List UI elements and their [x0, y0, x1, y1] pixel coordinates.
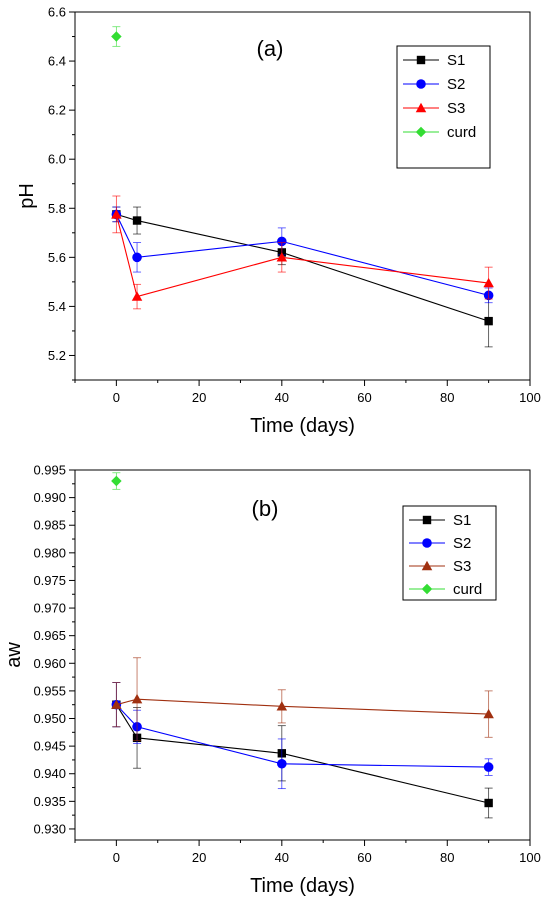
- x-tick-label: 60: [357, 390, 371, 405]
- x-tick-label: 40: [275, 850, 289, 865]
- y-tick-label: 5.8: [48, 201, 66, 216]
- data-point: [484, 798, 493, 808]
- y-tick-label: 0.960: [33, 656, 66, 671]
- legend-label: curd: [453, 581, 482, 598]
- data-point: [277, 758, 287, 769]
- legend-label: S1: [447, 52, 465, 69]
- legend-label: S3: [447, 100, 465, 117]
- series-s3: [111, 195, 494, 310]
- data-point: [131, 291, 143, 301]
- data-point: [276, 701, 288, 711]
- legend-marker: [421, 583, 433, 595]
- data-point: [277, 236, 287, 247]
- panel-a: 0 20 40 60 80 100 5.2 5.4 5.6 5.8 6.0 6.2 6.4 6.6 Time…: [16, 5, 541, 438]
- y-tick-label: 0.955: [33, 683, 66, 698]
- data-point: [111, 699, 122, 709]
- y-tick-label: 6.2: [48, 103, 66, 118]
- y-tick-label: 0.970: [33, 601, 66, 616]
- legend-marker: [421, 560, 433, 571]
- panel-b: 0 20 40 60 80 100 0.930 0.935 0.940 0.945 0.950 0.9…: [3, 463, 541, 898]
- legend-label: S2: [453, 535, 471, 552]
- y-tick-label: 0.965: [33, 628, 66, 643]
- legend-label: S3: [453, 558, 471, 575]
- y-tick-label: 0.995: [33, 463, 66, 478]
- legend-label: S1: [453, 512, 471, 529]
- legend: S1 S2 S3 curd: [402, 505, 497, 601]
- x-axis-title: Time (days): [250, 875, 355, 897]
- legend-box: [396, 45, 491, 169]
- y-tick-label: 0.980: [33, 545, 66, 560]
- legend-marker: [416, 55, 426, 65]
- y-tick-label: 0.975: [33, 573, 66, 588]
- series-curd: [111, 472, 122, 490]
- y-tick-label: 5.6: [48, 250, 66, 265]
- panel-label: (a): [257, 36, 284, 61]
- legend-label: curd: [447, 124, 476, 141]
- series-line: [115, 704, 489, 768]
- series-line: [115, 214, 489, 298]
- legend-marker: [415, 102, 427, 113]
- series-curd: [111, 26, 122, 47]
- x-tick-label: 20: [192, 850, 206, 865]
- data-point: [483, 762, 494, 772]
- y-tick-label: 5.4: [48, 299, 66, 314]
- y-tick-label: 0.950: [33, 711, 66, 726]
- panel-label: (b): [252, 496, 279, 521]
- x-axis-title: Time (days): [250, 415, 355, 437]
- y-tick-label: 6.0: [48, 152, 66, 167]
- x-tick-label: 100: [519, 850, 541, 865]
- data-point: [483, 277, 494, 288]
- data-point: [484, 316, 493, 326]
- data-point: [132, 216, 142, 225]
- legend-box: [402, 505, 497, 601]
- y-tick-label: 0.985: [33, 518, 66, 533]
- x-tick-label: 80: [440, 850, 454, 865]
- y-tick-label: 6.4: [48, 54, 66, 69]
- plot-frame: [74, 469, 531, 841]
- y-axis-title: aw: [3, 642, 25, 668]
- x-tick-label: 80: [440, 390, 454, 405]
- legend-marker: [422, 515, 432, 525]
- x-tick-label: 0: [113, 390, 120, 405]
- y-axis-title: pH: [16, 183, 38, 209]
- legend-label: S2: [447, 76, 465, 93]
- x-tick-label: 60: [357, 850, 371, 865]
- y-tick-label: 0.930: [33, 821, 66, 836]
- legend: S1 S2 S3 curd: [396, 45, 491, 169]
- legend-marker: [422, 538, 432, 548]
- plot-frame: [74, 11, 531, 381]
- y-tick-label: 0.935: [33, 794, 66, 809]
- y-tick-label: 0.990: [33, 490, 66, 505]
- x-tick-label: 0: [113, 850, 120, 865]
- data-point: [483, 708, 494, 719]
- y-tick-label: 0.940: [33, 766, 66, 781]
- data-point: [276, 252, 288, 262]
- x-tick-label: 40: [275, 390, 289, 405]
- legend-marker: [416, 79, 426, 89]
- y-tick-label: 5.2: [48, 348, 66, 363]
- series-s3: [111, 657, 494, 741]
- series-line: [116, 213, 489, 322]
- x-tick-label: 100: [519, 390, 541, 405]
- y-tick-label: 0.945: [33, 739, 66, 754]
- data-point: [111, 209, 122, 219]
- y-tick-label: 6.6: [48, 5, 66, 20]
- data-point: [132, 252, 142, 263]
- data-point: [111, 31, 122, 42]
- data-point: [131, 693, 143, 704]
- data-point: [111, 475, 122, 487]
- series-line: [115, 214, 489, 296]
- series-line: [116, 698, 489, 715]
- legend-marker: [415, 126, 427, 138]
- x-tick-label: 20: [192, 390, 206, 405]
